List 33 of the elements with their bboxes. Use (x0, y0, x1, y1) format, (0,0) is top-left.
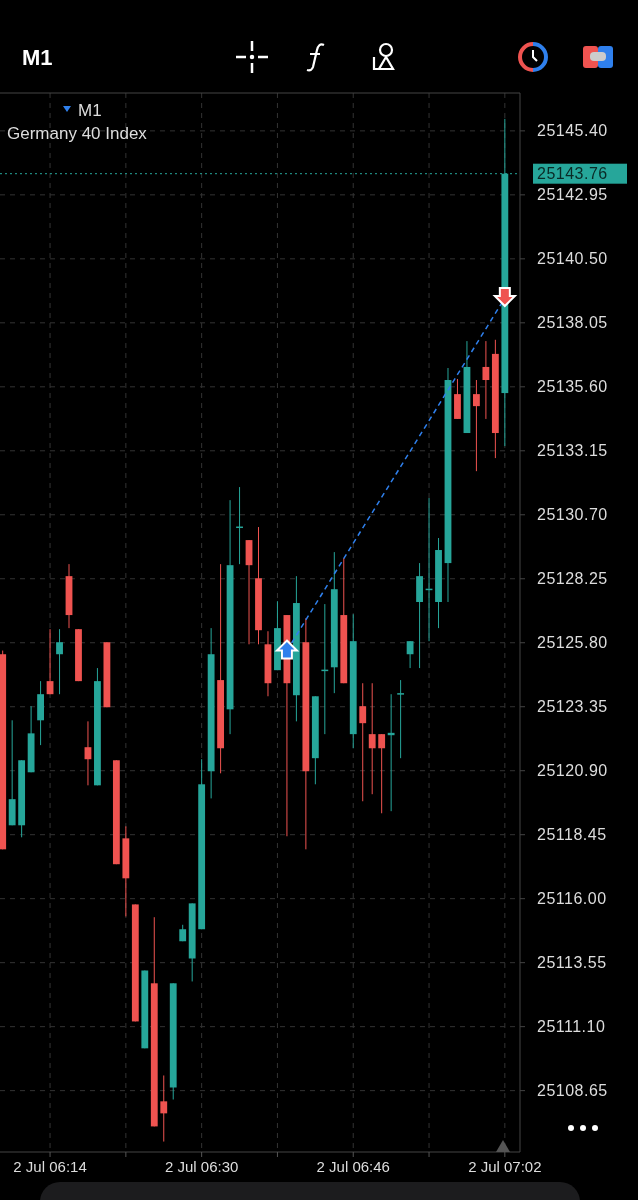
text: Germany 40 Index (7, 124, 148, 143)
ref-line-label: 25143.76 (537, 165, 608, 183)
annotation: M1 (78, 101, 102, 120)
y-tick-label: 25111.10 (537, 1018, 606, 1036)
candlestick (359, 682, 367, 802)
candlestick (482, 340, 490, 420)
y-tick-label: 25116.00 (537, 890, 607, 908)
candlestick (378, 733, 386, 814)
y-tick-label: 25142.95 (537, 186, 608, 204)
x-tick-label: 2 Jul 06:46 (316, 1158, 390, 1175)
x-tick-label: 2 Jul 07:02 (468, 1158, 542, 1175)
candlestick (368, 682, 376, 795)
candlestick (406, 640, 414, 669)
chart-title: M1 (22, 45, 53, 70)
y-tick-label: 25138.05 (537, 314, 608, 332)
candlestick (397, 679, 405, 759)
candlestick (473, 379, 480, 472)
y-tick-label: 25145.40 (537, 122, 608, 140)
y-tick-label: 25108.65 (537, 1082, 608, 1100)
y-tick-label: 25133.15 (537, 442, 608, 460)
y-tick-label: 25140.50 (537, 250, 608, 268)
y-tick-label: 25123.35 (537, 698, 608, 716)
candlestick (56, 628, 63, 695)
candlestick (160, 1074, 168, 1143)
x-tick-label: 2 Jul 06:14 (13, 1158, 87, 1175)
x-tick-label: 2 Jul 06:30 (164, 1158, 239, 1175)
y-tick-label: 25118.45 (537, 826, 607, 844)
y-tick-label: 25120.90 (537, 762, 608, 780)
y-tick-label: 25128.25 (537, 570, 608, 588)
y-tick-label: 25130.70 (537, 506, 608, 524)
y-tick-label: 25135.60 (537, 378, 608, 396)
y-tick-label: 25125.80 (537, 634, 608, 652)
y-tick-label: 25113.55 (537, 954, 607, 972)
